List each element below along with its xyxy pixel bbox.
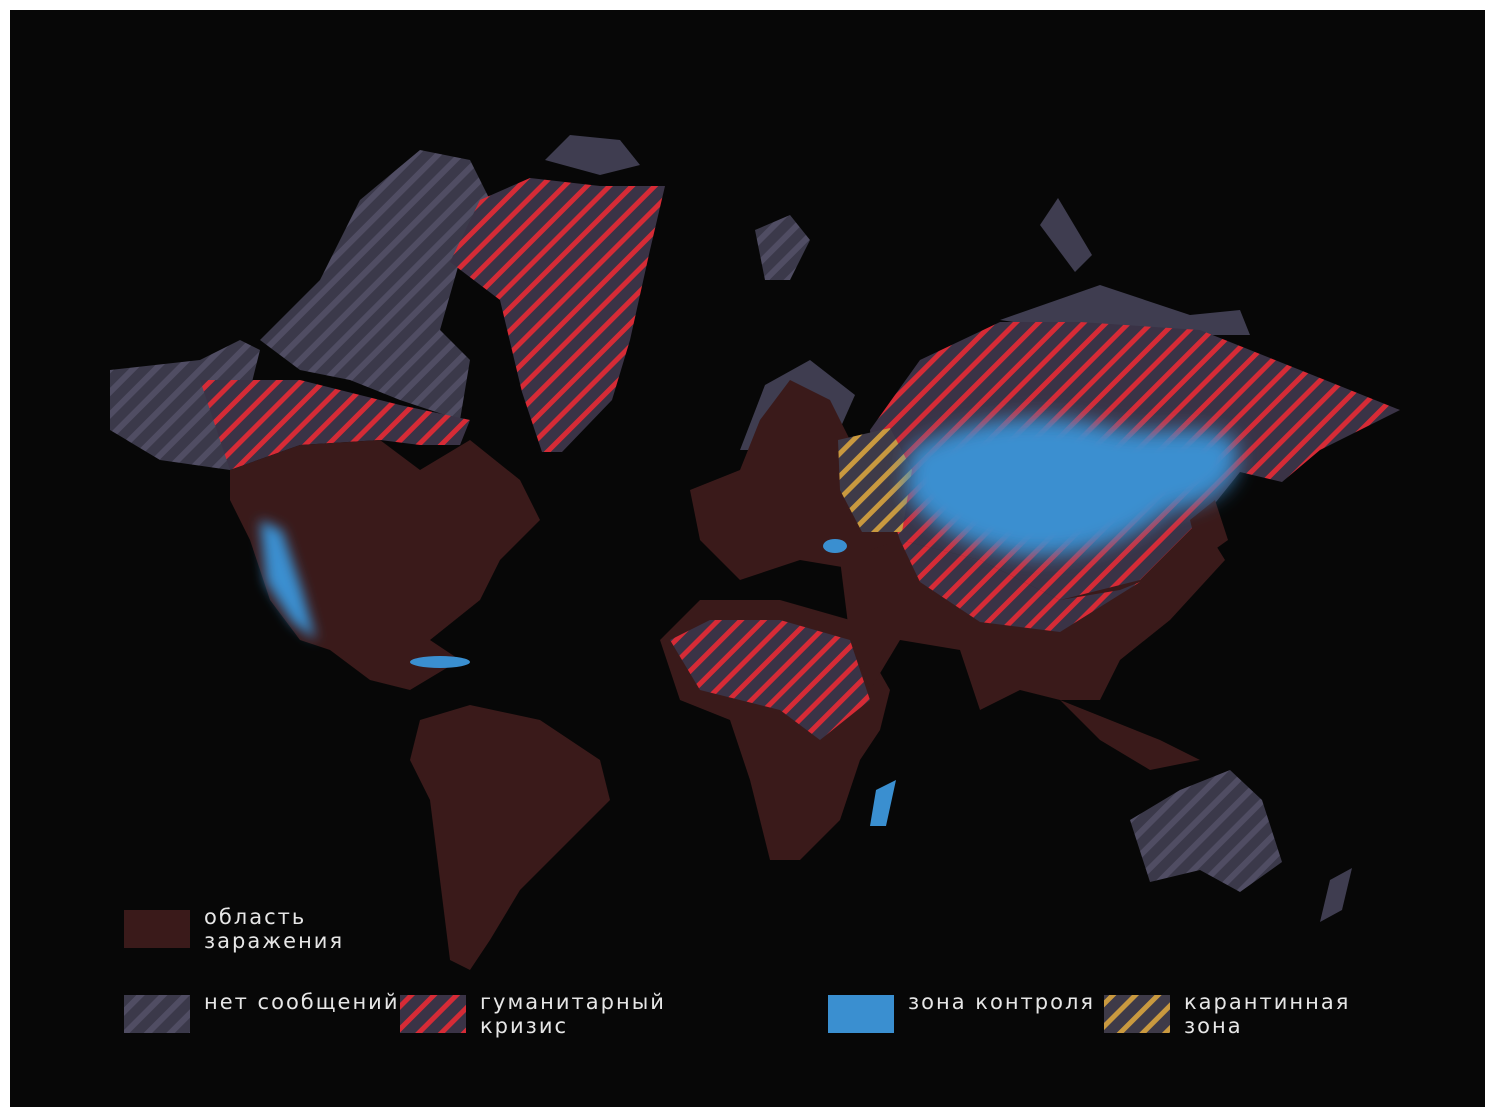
legend-label: зона контроля <box>908 990 1095 1014</box>
arctic-islands <box>260 150 490 420</box>
control-zone-west-coast <box>260 520 316 640</box>
australia <box>1130 770 1282 892</box>
legend-label: нет сообщений <box>204 990 399 1014</box>
europe <box>690 380 900 580</box>
legend-label: кризис <box>480 1014 568 1038</box>
legend-label: карантинная <box>1184 990 1350 1014</box>
control-zone <box>905 418 1238 556</box>
sakhalin <box>1190 500 1228 560</box>
black-sea-zone <box>823 539 847 553</box>
caribbean-zone <box>410 656 470 668</box>
legend-swatch <box>828 995 894 1033</box>
legend-swatch <box>124 910 190 948</box>
legend-swatch <box>1104 995 1170 1033</box>
novaya-zemlya <box>1040 198 1092 272</box>
greenland <box>450 178 665 452</box>
legend-label: зона <box>1184 1014 1243 1038</box>
new-zealand <box>1320 868 1352 922</box>
legend-swatch <box>124 995 190 1033</box>
canada-crisis <box>200 380 470 470</box>
land <box>110 135 1400 970</box>
indonesia <box>1060 700 1200 770</box>
sahel-crisis <box>670 620 870 740</box>
quarantine-zone <box>838 428 912 532</box>
legend-label: область <box>204 905 306 929</box>
island <box>545 135 640 175</box>
legend-swatch <box>400 995 466 1033</box>
legend-label: заражения <box>204 929 344 953</box>
madagascar <box>870 780 896 826</box>
legend: область заражения нет сообщений гуманита… <box>124 905 1350 1038</box>
legend-label: гуманитарный <box>480 990 666 1014</box>
south-america <box>410 705 610 970</box>
svalbard <box>755 215 810 280</box>
central-asia-crisis <box>900 540 1140 632</box>
